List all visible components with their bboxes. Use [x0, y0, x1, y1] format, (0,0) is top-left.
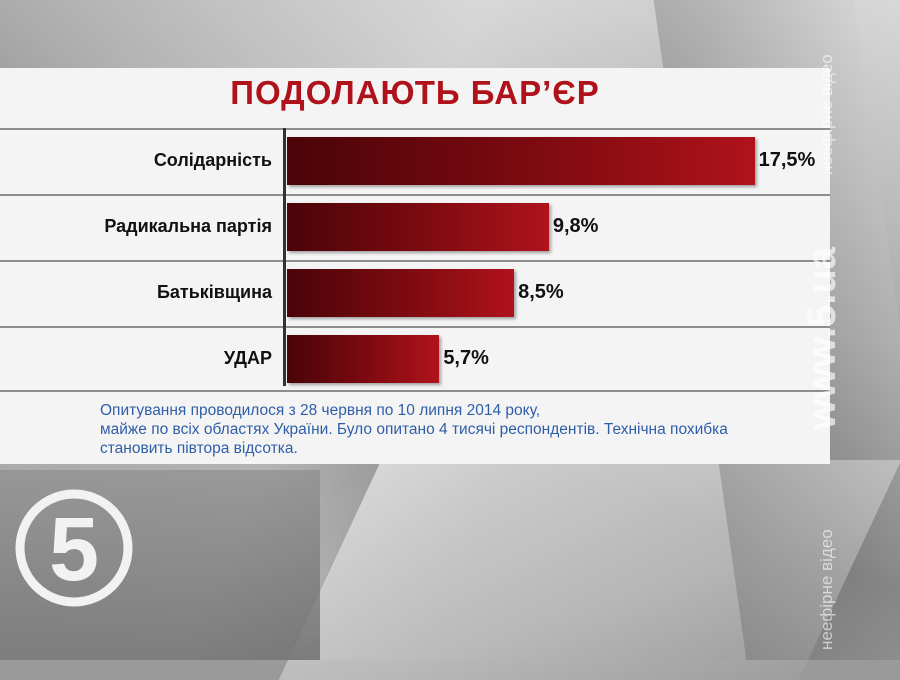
svg-text:www.5.ua: www.5.ua	[800, 246, 844, 430]
row-divider	[0, 390, 830, 392]
footnote-line: Опитування проводилося з 28 червня по 10…	[100, 402, 541, 419]
bar	[287, 269, 515, 317]
chart-title: ПОДОЛАЮТЬ БАР’ЄР	[230, 74, 600, 111]
category-label: Радикальна партія	[104, 216, 272, 236]
bar	[287, 335, 440, 383]
row-divider	[0, 326, 830, 328]
value-label: 5,7%	[443, 347, 489, 369]
category-label: Солідарність	[153, 150, 272, 170]
svg-text:неефірне відео: неефірне відео	[817, 529, 836, 650]
footnote-line: майже по всіх областях України. Було опи…	[100, 421, 728, 438]
svg-text:неефірне відео: неефірне відео	[817, 54, 836, 175]
bar	[287, 203, 549, 251]
row-divider	[0, 260, 830, 262]
y-axis-line	[283, 128, 286, 386]
footnote-line: становить півтора відсотка.	[100, 440, 298, 457]
watermark-text: неефірне відео	[817, 54, 836, 175]
value-label: 17,5%	[758, 149, 816, 171]
row-divider	[0, 128, 830, 130]
logo-digit: 5	[49, 500, 99, 600]
watermark-text: неефірне відео	[817, 529, 836, 650]
site-watermark: www.5.ua	[800, 246, 844, 430]
bar	[287, 137, 755, 185]
category-label: УДАР	[223, 348, 272, 368]
chart-panel: ПОДОЛАЮТЬ БАР’ЄР Солідарність 17,5% Радика…	[0, 68, 830, 464]
channel-5-logo: 5	[15, 489, 133, 607]
survey-footnote: Опитування проводилося з 28 червня по 10…	[100, 401, 820, 458]
value-label: 8,5%	[518, 281, 564, 303]
row-divider	[0, 194, 830, 196]
category-label: Батьківщина	[156, 282, 272, 302]
value-label: 9,8%	[552, 215, 599, 237]
